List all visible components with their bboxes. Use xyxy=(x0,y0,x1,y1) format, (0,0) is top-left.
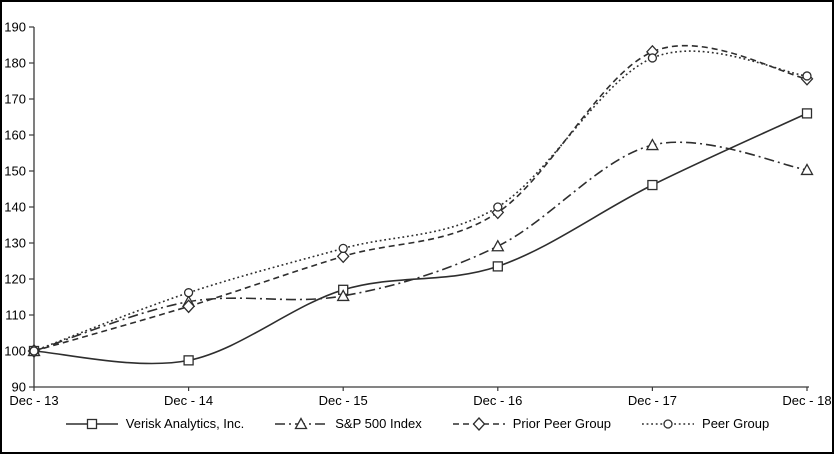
legend-item-verisk-analytics: Verisk Analytics, Inc. xyxy=(65,416,245,431)
circle-data-point-marker xyxy=(802,71,812,81)
circle-data-point-marker xyxy=(29,346,39,356)
series-line-prior-peer-group xyxy=(33,44,808,352)
y-tick-label: 110 xyxy=(5,308,26,323)
y-tick-label: 130 xyxy=(4,236,26,251)
series-s-p-500-index xyxy=(27,138,814,357)
x-tick-label: Dec - 16 xyxy=(473,393,522,408)
y-tick-label: 150 xyxy=(4,164,26,179)
series-prior-peer-group xyxy=(27,44,814,358)
triangle-data-point-marker xyxy=(491,239,505,252)
square-data-point-marker xyxy=(647,179,658,191)
legend-item-sp500-index: S&P 500 Index xyxy=(274,416,422,431)
legend-label: Verisk Analytics, Inc. xyxy=(125,416,245,431)
x-tick-label: Dec - 13 xyxy=(9,393,58,408)
legend-label: Prior Peer Group xyxy=(512,416,612,431)
chart-legend: Verisk Analytics, Inc. S&P 500 Index Pri… xyxy=(2,416,832,431)
square-data-point-marker xyxy=(492,261,503,272)
x-tick-label: Dec - 17 xyxy=(628,393,677,408)
triangle-marker-dashdot-line-icon xyxy=(275,416,328,429)
diamond-data-point-marker xyxy=(182,299,195,314)
series-verisk-analytics-inc xyxy=(28,108,813,366)
square-data-point-marker xyxy=(801,108,813,119)
square-data-point-marker xyxy=(86,418,97,429)
series-line-peer-group xyxy=(33,50,808,352)
legend-label: Peer Group xyxy=(702,416,770,431)
y-tick-label: 190 xyxy=(4,20,26,35)
y-tick-label: 140 xyxy=(4,200,26,215)
square-data-point-marker xyxy=(183,355,194,366)
circle-data-point-marker xyxy=(663,418,673,429)
y-tick-label: 160 xyxy=(4,128,26,143)
y-tick-label: 90 xyxy=(12,380,26,395)
circle-data-point-marker xyxy=(183,288,194,298)
y-tick-label: 180 xyxy=(4,56,26,71)
y-tick-label: 170 xyxy=(4,92,26,107)
triangle-data-point-marker xyxy=(645,138,659,151)
triangle-data-point-marker xyxy=(294,416,308,429)
series-peer-group xyxy=(29,50,812,356)
performance-line-chart: 90 100 110 120 130 140 150 160 170 180 190 Dec - 13… xyxy=(4,20,831,409)
diamond-marker-dashed-line-icon xyxy=(452,416,505,431)
diamond-data-point-marker xyxy=(472,416,486,431)
y-tick-label: 100 xyxy=(4,344,26,359)
circle-marker-dotted-line-icon xyxy=(642,418,695,429)
y-tick-label: 120 xyxy=(4,272,26,287)
triangle-data-point-marker xyxy=(800,163,814,176)
circle-data-point-marker xyxy=(338,243,348,254)
axes: 90 100 110 120 130 140 150 160 170 180 190 Dec - 13… xyxy=(4,20,831,409)
circle-data-point-marker xyxy=(493,202,503,212)
x-tick-label: Dec - 15 xyxy=(319,393,368,408)
square-marker-solid-line-icon xyxy=(65,418,118,429)
legend-item-peer-group: Peer Group xyxy=(641,416,769,431)
x-tick-label: Dec - 18 xyxy=(782,393,831,408)
triangle-data-point-marker xyxy=(336,289,350,302)
x-tick-label: Dec - 14 xyxy=(164,393,213,408)
series-line-verisk-analytics-inc xyxy=(33,112,808,365)
legend-label: S&P 500 Index xyxy=(335,416,422,431)
legend-item-prior-peer-group: Prior Peer Group xyxy=(452,416,611,431)
diamond-data-point-marker xyxy=(336,249,350,264)
circle-data-point-marker xyxy=(647,53,658,63)
series-line-s-p-500-index xyxy=(33,141,808,352)
